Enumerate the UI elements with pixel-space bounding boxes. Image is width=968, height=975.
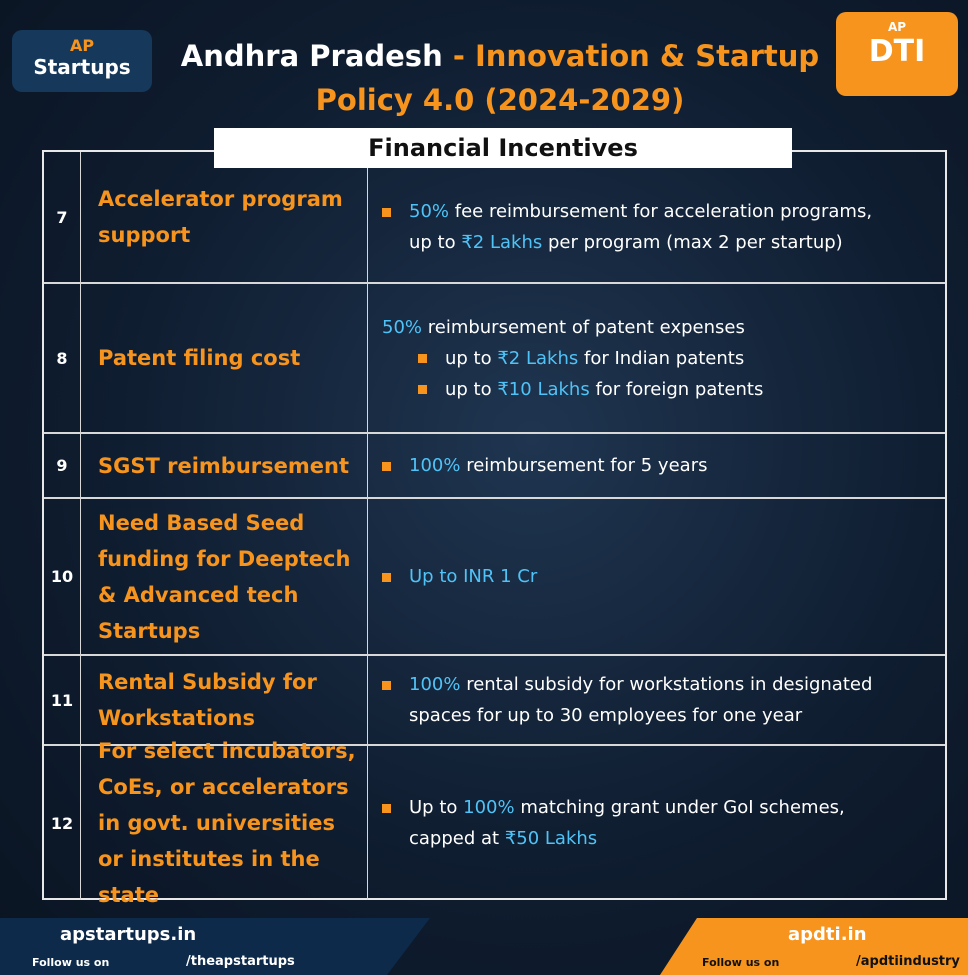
logo-text: AP — [69, 36, 95, 55]
highlight-text: Up to INR 1 Cr — [409, 566, 538, 587]
highlight-text: 50% — [409, 201, 450, 222]
highlight-text: 100% — [409, 455, 461, 476]
row-number: 12 — [44, 746, 81, 900]
row-label: Patent filing cost — [80, 284, 368, 432]
table-row: 10 Need Based Seed funding for Deeptech &… — [44, 497, 945, 654]
detail-text: reimbursement of patent expenses — [422, 316, 745, 338]
highlight-text: ₹50 Lakhs — [504, 828, 598, 849]
website: apstartups.in — [60, 924, 197, 945]
follow-label: Follow us on — [702, 956, 780, 969]
detail-text: reimbursement for 5 years — [460, 455, 708, 476]
follow-label: Follow us on — [32, 956, 110, 969]
detail-text: matching grant under GoI schemes, — [514, 797, 845, 818]
detail-text: Up to — [409, 797, 464, 818]
row-number: 7 — [44, 152, 81, 282]
table-row: 7 Accelerator program support 50% fee reim… — [44, 152, 945, 282]
row-details: 100% rental subsidy for workstations in … — [368, 656, 945, 744]
row-label: SGST reimbursement — [80, 434, 368, 497]
row-number: 10 — [44, 499, 81, 654]
logo-text: DTI — [868, 34, 926, 69]
detail-text: up to — [409, 232, 462, 253]
bullet — [382, 803, 391, 813]
table-row: 11 Rental Subsidy for Workstations 100% re… — [44, 654, 945, 744]
bullet — [382, 680, 391, 690]
bullet — [382, 572, 391, 582]
incentive-table: 7 Accelerator program support 50% fee reim… — [42, 150, 947, 907]
logo-left: AP Startups — [12, 30, 152, 92]
row-details: 50% fee reimbursement for acceleration p… — [368, 152, 945, 282]
logo-text: AP — [887, 20, 907, 34]
row-number: 11 — [44, 656, 81, 744]
detail-text: rental subsidy for workstations in desig… — [460, 674, 873, 695]
row-label: For select incubators, CoEs, or accelera… — [80, 739, 368, 907]
detail-text: spaces for up to 30 employees for one ye… — [409, 705, 803, 726]
highlight-text: ₹2 Lakhs — [461, 232, 543, 253]
bullet — [382, 207, 391, 217]
row-number: 9 — [44, 434, 81, 497]
handle: /theapstartups — [186, 954, 295, 969]
row-details: 50% reimbursement of patent expenses up t… — [368, 284, 945, 432]
detail-line: up to ₹2 Lakhs for Indian patents — [382, 348, 945, 369]
highlight-text: ₹2 Lakhs — [497, 347, 579, 369]
row-details: Up to 100% matching grant under GoI sche… — [368, 746, 945, 900]
detail-text: for foreign patents — [589, 378, 764, 400]
highlight-text: 50% — [382, 316, 423, 338]
footer-left: apstartups.in Follow us on /theapstartup… — [0, 918, 430, 975]
detail-line: Up to INR 1 Cr — [382, 566, 945, 587]
detail-line: up to ₹10 Lakhs for foreign patents — [382, 379, 945, 400]
highlight-text: 100% — [409, 674, 461, 695]
section-title: Financial Incentives — [214, 128, 792, 168]
row-label: Accelerator program support — [80, 152, 368, 282]
logo-right: AP DTI — [836, 12, 958, 96]
detail-text: for Indian patents — [578, 347, 745, 369]
detail-line: spaces for up to 30 employees for one ye… — [382, 705, 945, 726]
title-rest: - Innovation & Startup Policy 4.0 (2024-… — [315, 39, 820, 117]
highlight-text: ₹10 Lakhs — [497, 378, 590, 400]
website: apdti.in — [788, 924, 867, 945]
table-row: 9 SGST reimbursement 100% reimbursement fo… — [44, 432, 945, 497]
detail-text: capped at — [409, 828, 505, 849]
detail-text: up to — [445, 378, 498, 400]
row-details: 100% reimbursement for 5 years — [368, 434, 945, 497]
logo-text: Startups — [33, 55, 131, 79]
bullet — [418, 354, 427, 363]
bullet — [418, 385, 427, 394]
detail-line: capped at ₹50 Lakhs — [382, 828, 945, 849]
table-row: 8 Patent filing cost 50% reimbursement of … — [44, 282, 945, 432]
bullet — [382, 461, 391, 471]
row-details: Up to INR 1 Cr — [368, 499, 945, 654]
footer-right: apdti.in Follow us on /apdtiindustry — [660, 918, 968, 975]
detail-line: 100% rental subsidy for workstations in … — [382, 674, 945, 695]
handle: /apdtiindustry — [856, 954, 960, 969]
detail-line: 100% reimbursement for 5 years — [382, 455, 945, 476]
row-number: 8 — [44, 284, 81, 432]
title: Andhra Pradesh - Innovation & Startup Po… — [180, 34, 820, 122]
detail-line: 50% fee reimbursement for acceleration p… — [382, 201, 945, 222]
detail-line: up to ₹2 Lakhs per program (max 2 per st… — [382, 232, 945, 253]
detail-text: up to — [445, 347, 498, 369]
highlight-text: 100% — [463, 797, 515, 818]
row-label: Rental Subsidy for Workstations — [80, 656, 368, 744]
detail-line: 50% reimbursement of patent expenses — [382, 317, 945, 338]
title-lead: Andhra Pradesh — [180, 39, 443, 73]
row-label: Need Based Seed funding for Deeptech & A… — [80, 499, 368, 654]
detail-text: per program (max 2 per startup) — [542, 232, 843, 253]
detail-line: Up to 100% matching grant under GoI sche… — [382, 797, 945, 818]
detail-text: fee reimbursement for acceleration progr… — [449, 201, 873, 222]
table-row: 12 For select incubators, CoEs, or accele… — [44, 739, 945, 907]
